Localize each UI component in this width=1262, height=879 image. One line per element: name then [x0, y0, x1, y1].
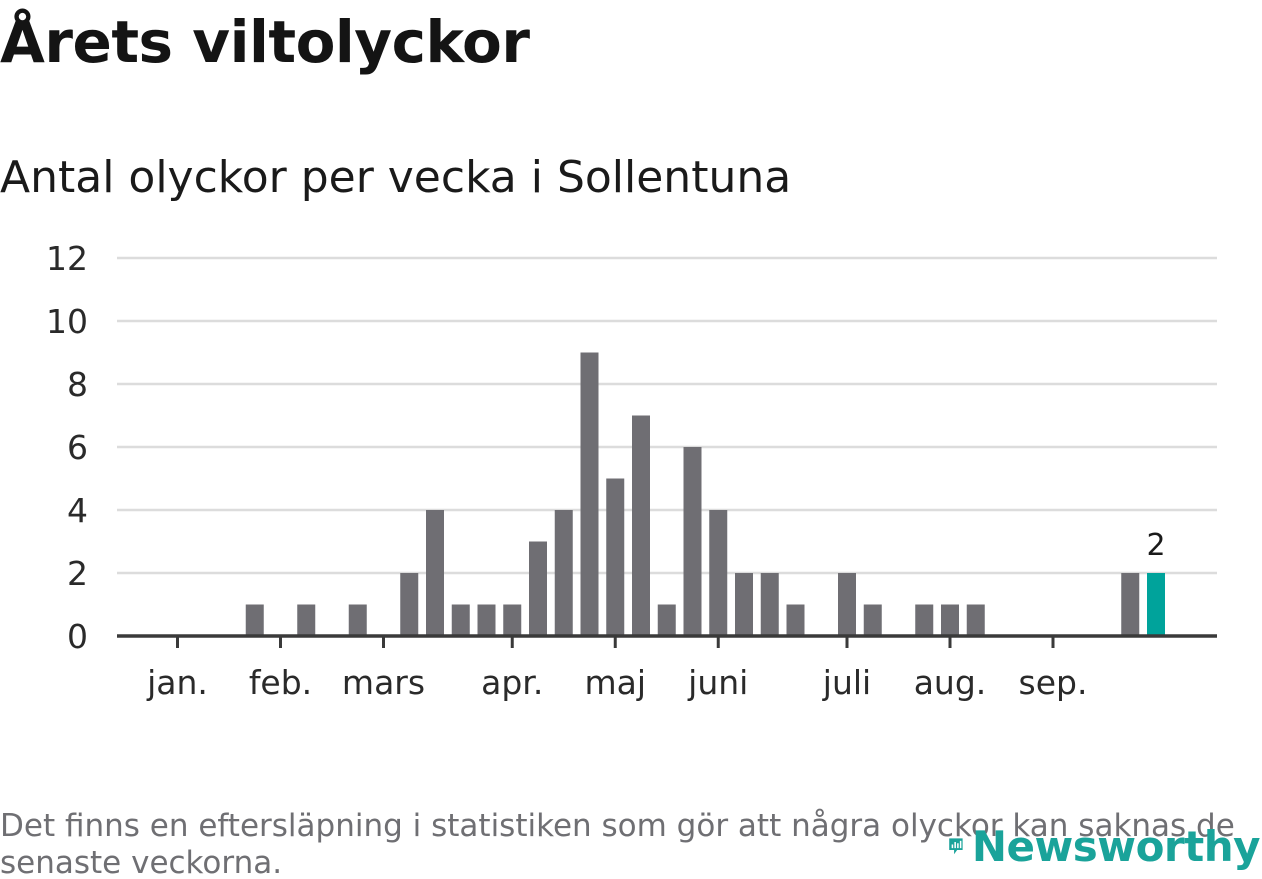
bar [580, 352, 599, 636]
data-label-highlight: 2 [1146, 528, 1165, 563]
bar [451, 604, 470, 636]
newsworthy-logo-text: Newsworthy [971, 821, 1261, 871]
x-tick-label: jan. [146, 663, 208, 702]
x-tick-label: juni [687, 663, 748, 702]
y-tick-label: 6 [67, 428, 88, 467]
bar [760, 573, 779, 636]
y-tick-label: 8 [67, 365, 88, 404]
x-tick-label: aug. [914, 663, 987, 702]
x-axis [117, 634, 1217, 648]
x-tick-label: maj [584, 663, 646, 702]
bar [348, 604, 367, 636]
footnote: Det finns en eftersläpning i statistiken… [0, 808, 1235, 879]
bar [838, 573, 856, 636]
x-tick-label: feb. [249, 663, 312, 702]
data-labels: 2 [1146, 528, 1165, 563]
bar [606, 478, 625, 636]
bar [683, 447, 702, 636]
bar [1121, 573, 1140, 636]
bar [966, 604, 985, 636]
bar-highlight [1147, 573, 1165, 636]
x-tick-label: mars [342, 663, 425, 702]
x-axis-tick-labels: jan. feb. mars apr. maj juni juli aug. sep. [146, 663, 1087, 702]
bar [657, 604, 676, 636]
y-tick-label: 10 [46, 302, 88, 341]
y-tick-label: 4 [67, 491, 88, 530]
bar [503, 604, 522, 636]
bar [941, 604, 959, 636]
y-tick-label: 2 [67, 554, 88, 593]
bars [245, 352, 1165, 636]
bar-chart: 0 2 4 6 8 10 12 jan. feb. mars apr. maj juni juli aug… [46, 239, 1217, 702]
x-tick-label: apr. [481, 663, 543, 702]
y-axis-tick-labels: 0 2 4 6 8 10 12 [46, 239, 88, 656]
bar [400, 573, 419, 636]
newsworthy-logo-icon [949, 838, 963, 855]
chart-subtitle: Antal olyckor per vecka i Sollentuna [0, 152, 792, 203]
bar [863, 604, 882, 636]
bar [297, 604, 316, 636]
bar [554, 510, 573, 636]
bar [529, 541, 547, 636]
bar [477, 604, 496, 636]
y-tick-label: 12 [46, 239, 88, 278]
bar [245, 604, 264, 636]
bar [426, 510, 444, 636]
bar [735, 573, 753, 636]
x-tick-label: sep. [1019, 663, 1088, 702]
chart-title: Årets viltolyckor [0, 8, 530, 76]
y-tick-label: 0 [67, 617, 88, 656]
bar [915, 604, 934, 636]
bar [709, 510, 728, 636]
gridlines [117, 256, 1217, 575]
bar [632, 415, 650, 636]
newsworthy-logo: Newsworthy [948, 814, 1261, 878]
bar [786, 604, 805, 636]
x-tick-label: juli [822, 663, 871, 702]
